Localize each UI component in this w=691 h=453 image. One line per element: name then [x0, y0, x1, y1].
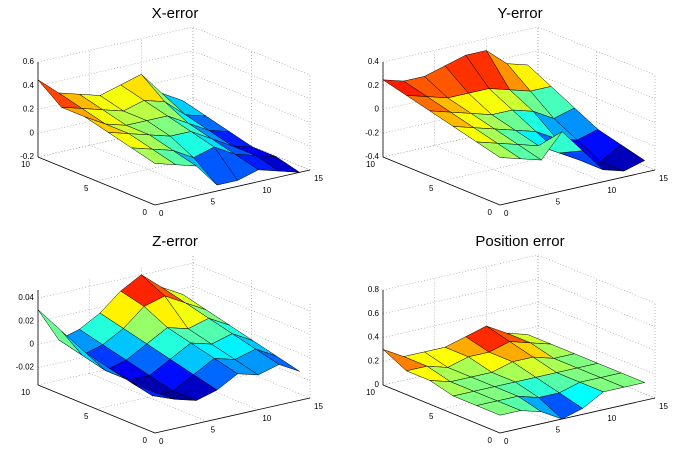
- x-tick-label: 5: [211, 197, 216, 206]
- grid-line: [537, 278, 656, 328]
- x-tick-label: 0: [504, 209, 509, 218]
- x-tick-label: 15: [659, 174, 668, 183]
- surface-patch: [476, 400, 521, 416]
- grid-line: [537, 302, 656, 351]
- z-tick-label: 0.4: [368, 333, 380, 342]
- y-tick-label: 10: [366, 160, 375, 169]
- grid-line: [192, 74, 311, 123]
- y-tick-label: 0: [143, 436, 148, 445]
- subplot-title: Position error: [475, 233, 564, 250]
- grid-line: [37, 26, 194, 63]
- grid-line: [434, 145, 552, 194]
- grid-line: [382, 302, 539, 338]
- z-tick-label: 0.4: [368, 57, 380, 66]
- grid-line: [382, 26, 539, 63]
- y-tick-label: 0: [488, 208, 493, 217]
- y-tick-label: 5: [84, 412, 89, 421]
- z-tick-label: 0.4: [23, 81, 35, 90]
- grid-line: [537, 26, 656, 76]
- grid-line: [37, 74, 194, 110]
- grid-line: [192, 262, 311, 312]
- x-tick-label: 10: [607, 186, 616, 195]
- x-tick-label: 0: [159, 437, 164, 446]
- x-tick-label: 15: [314, 174, 323, 183]
- grid-line: [537, 254, 656, 304]
- grid-line: [537, 74, 656, 123]
- surface-patch: [476, 141, 521, 160]
- x-tick-label: 15: [314, 402, 323, 411]
- z-tick-label: 0.04: [18, 293, 34, 302]
- x-axis: [499, 397, 656, 434]
- grid-line: [192, 26, 311, 76]
- y-axis: [37, 156, 156, 206]
- grid-line: [537, 325, 656, 375]
- grid-line: [37, 262, 194, 299]
- subplot-title: Y-error: [497, 5, 542, 22]
- y-tick-label: 5: [84, 184, 89, 193]
- z-tick-label: 0.2: [368, 356, 380, 365]
- y-tick-label: 5: [429, 184, 434, 193]
- grid-line: [537, 50, 656, 100]
- grid-line: [382, 325, 539, 362]
- x-tick-label: 10: [262, 414, 271, 423]
- x-tick-label: 15: [659, 402, 668, 411]
- z-tick-label: 0.2: [368, 81, 380, 90]
- grid-line: [37, 50, 194, 87]
- z-tick-label: -0.2: [365, 128, 379, 137]
- y-tick-label: 0: [488, 436, 493, 445]
- surface-patch: [131, 147, 176, 165]
- z-tick-label: 0: [375, 380, 380, 389]
- subplot-title: X-error: [152, 5, 199, 22]
- grid-line: [192, 97, 311, 147]
- grid-line: [382, 50, 539, 87]
- z-tick-label: 0: [30, 128, 35, 137]
- grid-line: [89, 145, 207, 194]
- z-tick-label: 0: [30, 340, 35, 349]
- y-axis: [382, 384, 501, 434]
- z-tick-label: 0.02: [18, 316, 34, 325]
- grid-line: [89, 373, 207, 422]
- x-axis: [154, 169, 311, 206]
- y-axis: [382, 156, 501, 206]
- grid-line: [382, 278, 539, 315]
- x-tick-label: 5: [556, 425, 561, 434]
- y-axis: [37, 384, 156, 434]
- x-tick-label: 0: [504, 437, 509, 446]
- surface-patch: [131, 382, 176, 400]
- x-tick-label: 5: [556, 197, 561, 206]
- grid-line: [192, 50, 311, 100]
- x-tick-label: 10: [262, 186, 271, 195]
- x-axis: [499, 169, 656, 206]
- y-tick-label: 10: [21, 160, 30, 169]
- z-tick-label: 0: [375, 105, 380, 114]
- z-tick-label: -0.02: [16, 363, 35, 372]
- x-tick-label: 10: [607, 414, 616, 423]
- x-tick-label: 5: [211, 425, 216, 434]
- z-tick-label: 0.6: [368, 309, 380, 318]
- grid-line: [382, 254, 539, 291]
- z-tick-label: 0.6: [23, 57, 35, 66]
- z-tick-label: 0.8: [368, 285, 380, 294]
- z-tick-label: -0.2: [20, 152, 34, 161]
- x-axis: [154, 397, 311, 434]
- x-tick-label: 0: [159, 209, 164, 218]
- y-tick-label: 5: [429, 412, 434, 421]
- z-tick-label: 0.2: [23, 105, 35, 114]
- y-tick-label: 10: [21, 388, 30, 397]
- subplot-title: Z-error: [152, 233, 198, 250]
- y-tick-label: 10: [366, 388, 375, 397]
- z-tick-label: -0.4: [365, 152, 379, 161]
- y-tick-label: 0: [143, 208, 148, 217]
